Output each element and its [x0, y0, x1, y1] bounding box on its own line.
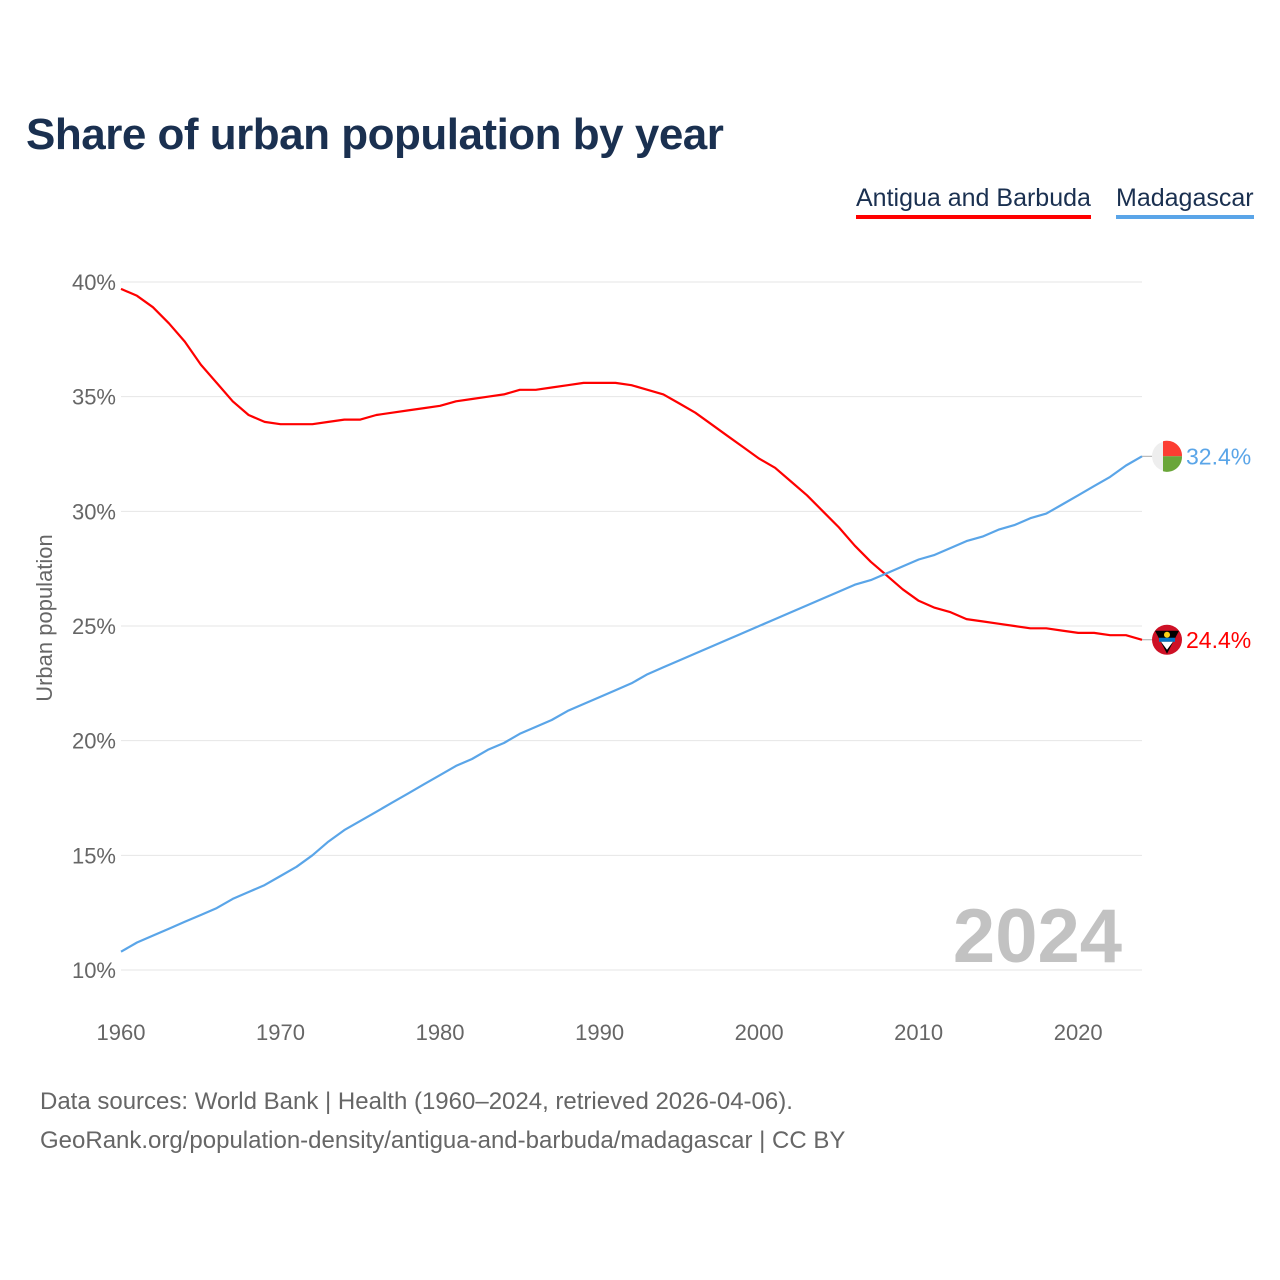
madagascar-flag-green: [1163, 456, 1183, 472]
y-tick-label: 40%: [72, 270, 116, 295]
antigua-flag-white: [1161, 641, 1173, 650]
x-tick-label: 1960: [97, 1020, 146, 1045]
y-tick-label: 10%: [72, 958, 116, 983]
y-tick-label: 15%: [72, 843, 116, 868]
y-tick-label: 20%: [72, 729, 116, 754]
x-tick-label: 1970: [256, 1020, 305, 1045]
madagascar-flag-red: [1163, 440, 1183, 457]
antigua-flag-sun: [1164, 631, 1170, 638]
series-line-antigua-and-barbuda: [120, 287, 1143, 641]
x-tick-label: 1980: [416, 1020, 465, 1045]
footer-url[interactable]: GeoRank.org/population-density/antigua-a…: [40, 1127, 846, 1154]
end-value-label: 24.4%: [1186, 627, 1251, 653]
y-tick-label: 25%: [72, 614, 116, 639]
footer-sources: Data sources: World Bank | Health (1960–…: [40, 1088, 793, 1115]
end-value-label: 32.4%: [1186, 443, 1251, 469]
chart-title: Share of urban population by year: [26, 110, 724, 159]
legend-item-madagascar[interactable]: Madagascar: [1116, 184, 1254, 219]
x-tick-label: 2020: [1054, 1020, 1103, 1045]
legend-item-antigua-and-barbuda[interactable]: Antigua and Barbuda: [856, 184, 1091, 219]
y-tick-label: 35%: [72, 385, 116, 410]
current-year-watermark: 2024: [952, 894, 1122, 979]
x-tick-label: 2010: [894, 1020, 943, 1045]
x-tick-label: 2000: [735, 1020, 784, 1045]
x-tick-label: 1990: [575, 1020, 624, 1045]
antigua-flag-band: [1159, 637, 1175, 642]
series-line-madagascar: [120, 455, 1143, 953]
y-tick-label: 30%: [72, 499, 116, 524]
